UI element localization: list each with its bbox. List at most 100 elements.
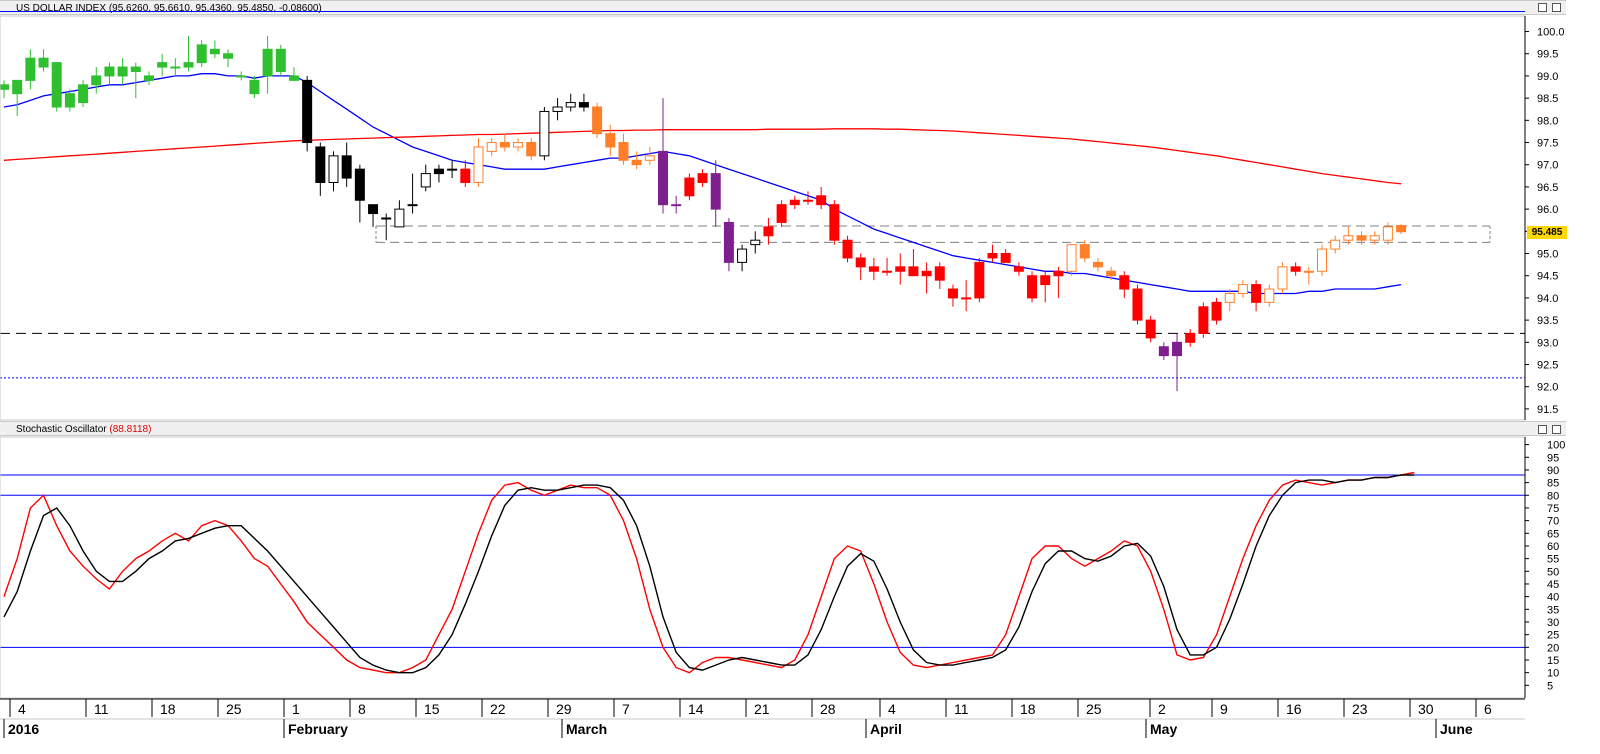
candle-body — [1040, 275, 1051, 286]
x-day-tick-label: 14 — [688, 701, 704, 717]
x-month-label: 2016 — [8, 721, 39, 737]
x-day-tick-label: 6 — [1484, 701, 1492, 717]
candle-body — [592, 106, 603, 135]
x-month-label: April — [870, 721, 902, 737]
candle-body — [460, 168, 471, 183]
candle-body — [855, 257, 866, 268]
stochastic-y-tick-label: 100 — [1547, 440, 1565, 452]
stochastic-y-tick-label: 20 — [1547, 642, 1559, 654]
x-day-tick-label: 9 — [1220, 701, 1228, 717]
candle-body — [513, 142, 524, 148]
candle-body — [1027, 275, 1038, 299]
stochastic-y-tick-label: 50 — [1547, 566, 1559, 578]
price-y-tick-label: 92.0 — [1537, 382, 1558, 394]
candle-body — [157, 62, 168, 68]
x-day-tick-label: 21 — [754, 701, 770, 717]
x-day-tick-label: 18 — [160, 701, 176, 717]
stochastic-y-tick-label: 70 — [1547, 516, 1559, 528]
candle-body — [1198, 306, 1209, 334]
candle-body — [1000, 253, 1011, 263]
candle-body — [407, 204, 418, 207]
stochastic-y-tick-label: 15 — [1547, 655, 1559, 667]
candle-body — [315, 146, 326, 183]
candle-body — [1277, 266, 1288, 290]
moving-average-line — [3, 73, 1402, 295]
stochastic-y-tick-label: 55 — [1547, 554, 1559, 566]
candle-body — [499, 142, 510, 148]
x-day-tick-label: 29 — [556, 701, 572, 717]
axes: 91.592.092.593.093.594.094.595.095.596.0… — [0, 15, 1565, 738]
candle-body — [1343, 235, 1354, 241]
x-month-label: June — [1440, 721, 1473, 737]
restore-icon[interactable] — [1538, 425, 1547, 434]
candle-body — [12, 79, 23, 95]
x-day-tick-label: 25 — [1086, 701, 1102, 717]
candle-body — [1119, 275, 1130, 290]
candle-body — [1211, 301, 1222, 321]
stochastic-y-tick-label: 60 — [1547, 541, 1559, 553]
candle-body — [868, 266, 879, 272]
candle-body — [1066, 244, 1077, 272]
candle-body — [183, 62, 194, 68]
x-day-tick-label: 1 — [292, 701, 300, 717]
candle-body — [539, 110, 550, 157]
x-day-tick-label: 18 — [1020, 701, 1036, 717]
candle-body — [381, 217, 392, 220]
x-day-tick-label: 8 — [358, 701, 366, 717]
x-day-tick-label: 25 — [226, 701, 242, 717]
price-y-tick-label: 98.0 — [1537, 115, 1558, 127]
candle-body — [723, 221, 734, 263]
maximize-icon[interactable] — [1552, 3, 1561, 12]
price-y-tick-label: 97.5 — [1537, 138, 1558, 150]
x-day-tick-label: 4 — [18, 701, 26, 717]
candle-body — [104, 66, 115, 77]
stochastic-y-tick-label: 90 — [1547, 465, 1559, 477]
candle-body — [947, 288, 958, 299]
stochastic-y-tick-label: 5 — [1547, 680, 1553, 692]
candle-body — [1396, 225, 1407, 233]
price-y-tick-label: 99.5 — [1537, 49, 1558, 61]
candle-body — [486, 142, 497, 152]
price-y-tick-label: 96.0 — [1537, 204, 1558, 216]
candle-body — [829, 204, 840, 241]
x-day-tick-label: 16 — [1286, 701, 1302, 717]
maximize-icon[interactable] — [1552, 425, 1561, 434]
stochastic-plot-frame — [0, 436, 1526, 699]
stochastic-y-tick-label: 25 — [1547, 630, 1559, 642]
candle-body — [631, 159, 642, 166]
candle-body — [618, 142, 629, 161]
stochastic-y-tick-label: 10 — [1547, 668, 1559, 680]
price-y-tick-label: 93.5 — [1537, 315, 1558, 327]
price-y-tick-label: 96.5 — [1537, 182, 1558, 194]
candle-body — [223, 53, 234, 59]
restore-icon[interactable] — [1538, 3, 1547, 12]
price-y-tick-label: 95.0 — [1537, 249, 1558, 261]
price-y-tick-label: 99.0 — [1537, 71, 1558, 83]
candle-body — [1356, 235, 1367, 241]
candle-body — [526, 142, 537, 157]
candle-body — [1158, 346, 1169, 357]
x-day-tick-label: 15 — [424, 701, 440, 717]
candle-body — [842, 239, 853, 259]
x-day-tick-label: 28 — [820, 701, 836, 717]
x-month-label: February — [288, 721, 348, 737]
price-y-tick-label: 93.0 — [1537, 337, 1558, 349]
candle-body — [143, 75, 154, 81]
stochastic-y-tick-label: 35 — [1547, 604, 1559, 616]
price-y-tick-label: 94.0 — [1537, 293, 1558, 305]
candle-body — [130, 66, 141, 72]
candle-body — [38, 57, 49, 68]
stochastic-panel-title: Stochastic Oscillator — [16, 424, 107, 435]
candle-body — [236, 75, 247, 78]
candle-body — [473, 146, 484, 183]
candle-body — [987, 253, 998, 259]
candle-body — [671, 204, 682, 207]
candle-body — [78, 84, 89, 104]
candle-body — [1317, 248, 1327, 272]
candle-body — [1369, 235, 1380, 241]
candle-body — [302, 79, 313, 144]
x-day-tick-label: 11 — [94, 701, 109, 717]
candle-body — [1106, 270, 1117, 277]
candle-body — [802, 199, 813, 202]
